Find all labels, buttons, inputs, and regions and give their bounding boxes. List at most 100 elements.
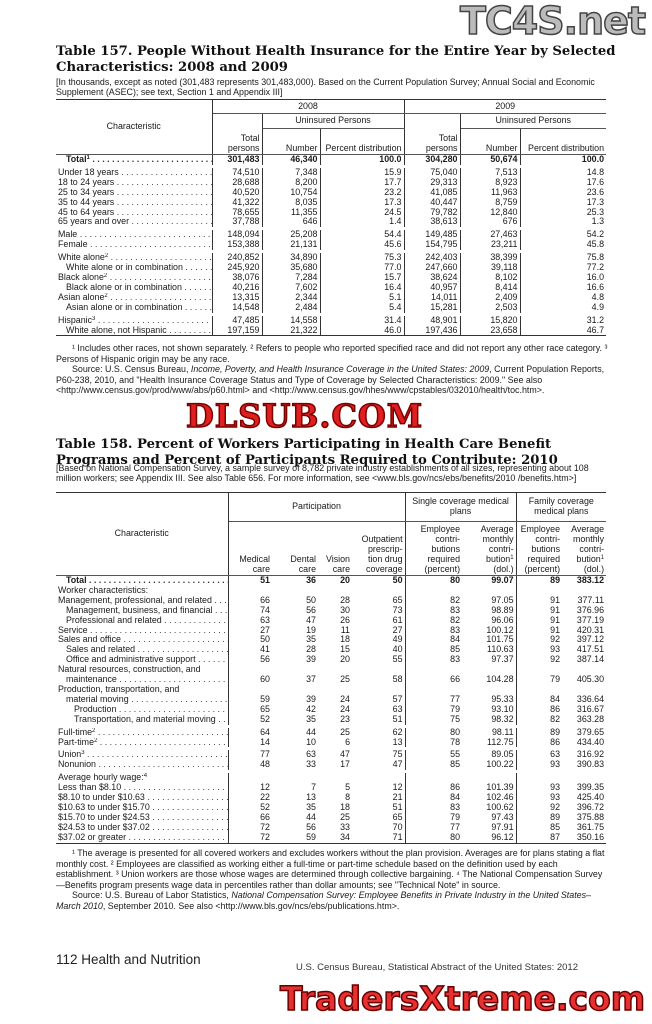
col-header-uninsured-2008: Uninsured Persons xyxy=(262,113,405,129)
cell: 37 xyxy=(306,674,316,685)
cell: 57 xyxy=(352,694,406,705)
cell: 336.64 xyxy=(576,693,605,704)
label-text: Total xyxy=(66,154,87,164)
table-157-title: Table 157. People Without Health Insuran… xyxy=(56,44,616,75)
dot-leader: . . . . . . . . . . . . . . . . . . . . … xyxy=(99,737,227,747)
cell xyxy=(352,684,406,695)
cell: 21,322 xyxy=(262,325,321,337)
cell: 48,901 xyxy=(404,315,461,326)
label-text: $8.10 to under $10.63 xyxy=(58,793,145,803)
cell: 12 xyxy=(352,782,406,794)
col-header-characteristic: Characteristic xyxy=(56,99,213,155)
cell: 77.2 xyxy=(586,262,605,273)
cell: 72 xyxy=(228,832,272,844)
table-157-notes: ¹ Includes other races, not shown separa… xyxy=(56,343,608,396)
cell: 61 xyxy=(352,615,406,626)
cell: 100.22 xyxy=(462,759,517,771)
cell: 84 xyxy=(450,792,461,803)
cell: 97.91 xyxy=(462,822,517,833)
table-157: Characteristic 2008 2009 Total persons U… xyxy=(56,99,607,337)
cell: 28,688 xyxy=(212,177,263,188)
row-label: $8.10 to under $10.63 . . . . . . . . . … xyxy=(56,793,229,803)
col-header-2009: 2009 xyxy=(404,99,607,114)
cell: 89 xyxy=(550,811,561,822)
row-label: Hispanic3 . . . . . . . . . . . . . . . … xyxy=(56,315,213,326)
cell: 91 xyxy=(550,594,561,605)
cell: 377.11 xyxy=(577,594,605,605)
cell: 50,674 xyxy=(460,154,521,165)
row-label: $15.70 to under $24.53 . . . . . . . . .… xyxy=(56,812,229,823)
table-row: 18 to 24 years . . . . . . . . . . . . .… xyxy=(56,177,606,188)
cell: 11,963 xyxy=(460,187,521,198)
dot-leader: . . . . . . . . . . . . . . . . . . . . … xyxy=(116,187,211,197)
cell xyxy=(352,585,406,596)
cell: 396.72 xyxy=(576,801,605,812)
cell: 104.28 xyxy=(462,674,517,685)
footnote-ref: 1 xyxy=(86,155,90,161)
cell: 82 xyxy=(450,594,461,605)
cell: 80 xyxy=(450,575,461,585)
cell: 16.6 xyxy=(586,281,605,292)
col-header-2008: 2008 xyxy=(212,99,405,114)
dot-leader: . . . . . . . . . . . . . . . . . . . . … xyxy=(116,177,211,187)
cell: 73 xyxy=(352,605,406,616)
cell: 37,788 xyxy=(212,217,263,228)
label-text: Asian alone xyxy=(58,292,105,302)
cell: 7,602 xyxy=(262,282,321,293)
cell: 80 xyxy=(450,726,461,737)
label-text: Professional and related xyxy=(66,615,162,625)
cell: 7,284 xyxy=(262,272,321,283)
dot-leader: . . . . . . . . . . . . . . . . . . . . … xyxy=(110,292,212,302)
dot-leader: . . . . . . . . . . . . . . . . . . . . … xyxy=(97,315,211,325)
cell: 77 xyxy=(450,821,461,832)
cell: 51 xyxy=(352,802,406,813)
row-label: Asian alone or in combination . . . . . … xyxy=(56,302,213,313)
cell: 50 xyxy=(306,594,316,605)
cell: 16.0 xyxy=(586,271,605,282)
unit: (dol.) xyxy=(583,564,605,575)
table-row: $15.70 to under $24.53 . . . . . . . . .… xyxy=(56,811,606,823)
cell: 417.51 xyxy=(576,644,605,655)
cell: 42 xyxy=(306,703,316,714)
label-text: Female xyxy=(58,240,88,250)
cell: 375.88 xyxy=(576,811,605,822)
col-header-single-avg: Average monthly contri- bution1 (dol.) xyxy=(462,521,517,576)
cell: 17.3 xyxy=(320,197,405,208)
cell: 1.3 xyxy=(591,216,605,227)
cell: 92 xyxy=(550,654,561,665)
dot-leader: . . . . . . . . . . . . . . . . . . . . … xyxy=(116,197,211,207)
table-row: Production, transportation, and xyxy=(56,684,606,695)
cell: 54.4 xyxy=(320,229,405,241)
cell: 21 xyxy=(352,792,406,803)
label-text: Management, business, and financial xyxy=(66,605,213,615)
label-text: Sales and related xyxy=(66,645,136,655)
cell: 41,085 xyxy=(404,187,461,198)
table-row: material moving . . . . . . . . . . . . … xyxy=(56,693,606,705)
cell: 350.16 xyxy=(562,832,607,844)
cell: 102.46 xyxy=(462,792,517,803)
cell: 51 xyxy=(260,575,270,585)
cell: 91 xyxy=(550,614,561,625)
table-row: White alone2 . . . . . . . . . . . . . .… xyxy=(56,252,606,264)
dot-leader: . . . . . . . . . . . . . . . . . . . . … xyxy=(118,704,227,714)
cell: 17 xyxy=(340,759,350,770)
cell: 31.2 xyxy=(586,314,605,325)
cell: 12 xyxy=(260,782,270,793)
label-text: Average hourly wage: xyxy=(58,773,144,783)
table-157-headnote: [In thousands, except as noted (301,483 … xyxy=(56,77,595,98)
cell: 46,340 xyxy=(262,154,321,165)
cell: 15.7 xyxy=(320,272,405,283)
row-label: 65 years and over . . . . . . . . . . . … xyxy=(56,217,213,228)
cell: 77.0 xyxy=(320,262,405,273)
row-label: material moving . . . . . . . . . . . . … xyxy=(56,694,229,705)
cell: 13,315 xyxy=(212,292,263,303)
label-text: $15.70 to under $24.53 xyxy=(58,812,150,822)
cell: 70 xyxy=(352,822,406,833)
cell: 75,040 xyxy=(404,167,461,178)
cell: 41 xyxy=(260,644,270,655)
cell: 7,348 xyxy=(262,167,321,178)
table-row: Asian alone2 . . . . . . . . . . . . . .… xyxy=(56,292,606,303)
watermark-bottom: TradersXtreme.com xyxy=(279,979,646,1019)
cell: 18 xyxy=(340,801,350,812)
